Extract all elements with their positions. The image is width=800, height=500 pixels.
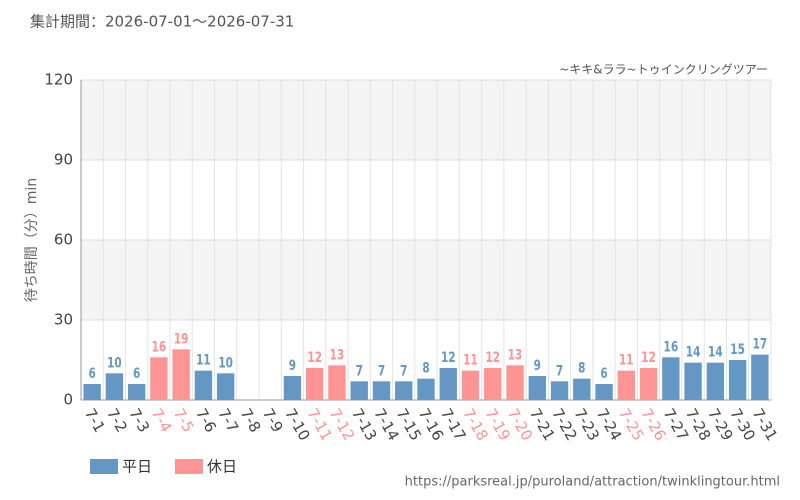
legend-swatch — [175, 459, 203, 474]
data-label: 7 — [556, 363, 563, 379]
y-axis-label: 待ち時間（分）min — [24, 178, 40, 302]
bar — [484, 368, 502, 400]
data-label: 16 — [152, 339, 167, 355]
data-label: 10 — [107, 355, 122, 371]
y-tick-label: 60 — [54, 231, 73, 249]
bar — [595, 384, 613, 400]
data-label: 19 — [174, 331, 189, 347]
data-label: 12 — [641, 350, 656, 366]
grid-band — [81, 240, 771, 320]
data-label: 6 — [133, 366, 140, 382]
bar — [439, 368, 457, 400]
bar — [728, 360, 747, 400]
x-tick-label: 7-2 — [103, 405, 131, 435]
data-label: 7 — [356, 363, 363, 379]
y-tick-label: 120 — [44, 71, 73, 89]
x-tick-label: 7-5 — [170, 405, 198, 435]
data-label: 6 — [88, 366, 95, 382]
data-label: 12 — [485, 350, 500, 366]
bar — [83, 384, 101, 400]
bar — [283, 376, 302, 400]
data-label: 15 — [730, 342, 745, 358]
bar — [417, 378, 435, 400]
x-tick-label: 7-9 — [259, 405, 287, 435]
grid-band — [81, 80, 771, 160]
bar — [127, 384, 146, 400]
data-label: 11 — [196, 352, 211, 368]
bar — [150, 357, 168, 400]
data-label: 16 — [664, 339, 679, 355]
bar — [550, 381, 569, 400]
legend-swatch — [90, 459, 118, 474]
bar — [684, 362, 702, 400]
data-label: 6 — [600, 366, 607, 382]
bar — [328, 365, 346, 400]
bar — [350, 381, 368, 400]
bar — [306, 368, 324, 400]
data-label: 10 — [218, 355, 233, 371]
bar — [617, 370, 636, 400]
data-label: 11 — [619, 352, 634, 368]
bar — [194, 370, 213, 400]
data-label: 11 — [463, 352, 478, 368]
bar — [573, 378, 591, 400]
data-label: 7 — [378, 363, 385, 379]
data-label: 13 — [508, 347, 523, 363]
bar — [461, 370, 480, 400]
y-tick-label: 30 — [54, 311, 73, 329]
x-tick-label: 7-3 — [125, 405, 153, 435]
data-label: 7 — [400, 363, 407, 379]
bar — [372, 381, 391, 400]
source: https://parksreal.jp/puroland/attraction… — [405, 475, 780, 490]
x-tick-label: 7-8 — [237, 405, 265, 435]
bar — [216, 373, 235, 400]
data-label: 14 — [708, 344, 723, 360]
data-label: 9 — [534, 358, 541, 374]
data-label: 13 — [330, 347, 345, 363]
y-tick-label: 0 — [63, 391, 73, 409]
chart-subtitle: ~キキ&ララ~トゥインクリングツアー — [559, 63, 768, 77]
x-tick-label: 7-1 — [81, 405, 109, 435]
bar — [105, 373, 124, 400]
bar — [751, 354, 769, 400]
data-label: 9 — [289, 358, 296, 374]
x-tick-label: 7-6 — [192, 405, 220, 435]
y-tick-label: 90 — [54, 151, 73, 169]
legend-label: 平日 — [122, 458, 152, 476]
chart-title: 集計期間：2026-07-01～2026-07-31 — [30, 13, 294, 31]
data-label: 8 — [578, 360, 585, 376]
x-tick-label: 7-7 — [214, 405, 242, 435]
bar — [506, 365, 524, 400]
bar — [639, 368, 658, 400]
bar — [395, 381, 413, 400]
bar — [172, 349, 190, 400]
data-label: 14 — [686, 344, 701, 360]
data-label: 12 — [441, 350, 456, 366]
data-label: 17 — [753, 336, 768, 352]
bar — [662, 357, 680, 400]
legend-label: 休日 — [207, 458, 237, 476]
data-label: 8 — [422, 360, 429, 376]
bar — [528, 376, 546, 400]
x-tick-label: 7-4 — [148, 405, 176, 435]
data-label: 12 — [307, 350, 322, 366]
bar — [706, 362, 725, 400]
